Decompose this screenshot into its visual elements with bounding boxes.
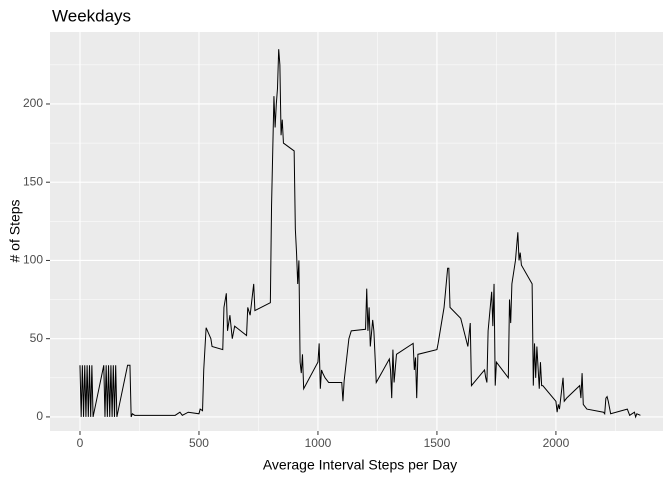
x-tick-label: 2000 — [543, 436, 570, 450]
y-tick-label: 200 — [23, 96, 43, 110]
panel — [50, 32, 663, 431]
y-tick-label: 0 — [36, 409, 43, 423]
y-tick-label: 150 — [23, 174, 43, 188]
y-tick-label: 50 — [30, 331, 44, 345]
x-tick-label: 1500 — [424, 436, 451, 450]
x-tick-label: 500 — [189, 436, 209, 450]
y-axis-title: # of Steps — [7, 199, 23, 262]
x-tick-label: 0 — [77, 436, 84, 450]
x-axis-title: Average Interval Steps per Day — [263, 457, 457, 473]
x-tick-label: 1000 — [305, 436, 332, 450]
y-tick-label: 100 — [23, 253, 43, 267]
chart-title: Weekdays — [52, 6, 131, 25]
data-line — [79, 49, 641, 419]
